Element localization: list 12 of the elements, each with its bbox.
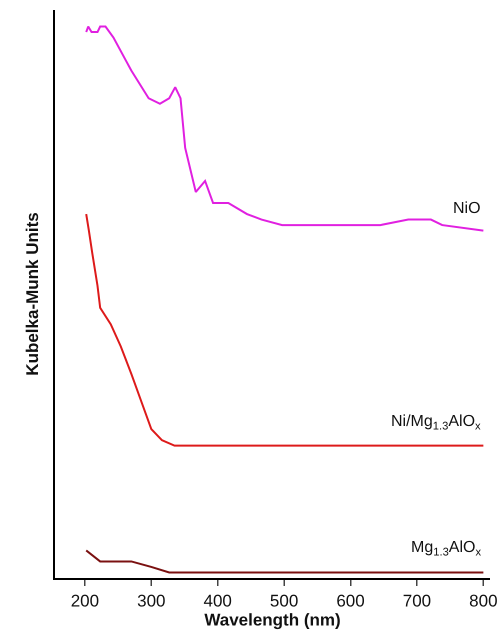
series-label: NiO [453,200,481,217]
x-tick-label: 200 [70,591,100,610]
x-tick-label: 600 [336,591,365,610]
x-tick-label: 300 [137,591,166,610]
series-label: Mg$_{1.3}$AlO$_{x}$ [411,539,482,558]
x-tick-label: 800 [469,591,498,610]
series-label: Ni/Mg$_{1.3}$AlO$_{x}$ [391,413,482,432]
x-tick-label: 400 [204,591,232,610]
x-tick-label: 500 [270,591,298,610]
x-tick-label: 700 [402,591,432,610]
x-axis-title: Wavelength (nm) [204,610,341,630]
y-axis-title: Kubelka-Munk Units [23,212,42,376]
